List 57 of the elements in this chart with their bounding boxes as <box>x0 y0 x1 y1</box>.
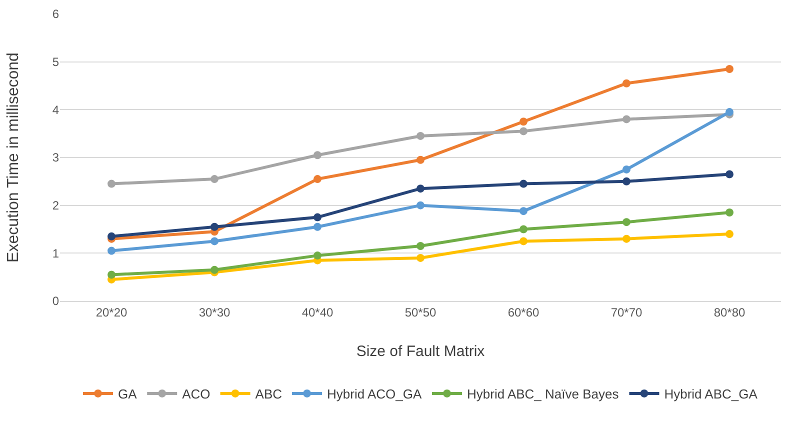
point <box>520 237 528 246</box>
legend-label: ACO <box>182 386 210 402</box>
point <box>416 132 424 140</box>
point <box>726 170 734 178</box>
point <box>314 252 322 260</box>
legend-label: ABC <box>255 386 282 402</box>
point <box>416 201 424 210</box>
point <box>210 222 218 231</box>
point <box>520 225 528 234</box>
point <box>520 127 528 136</box>
point <box>726 230 734 238</box>
point <box>416 254 424 262</box>
point <box>520 207 528 216</box>
x-tick-label: 30*30 <box>198 305 231 320</box>
y-tick-label: 4 <box>52 102 60 117</box>
point <box>726 208 734 217</box>
legend-label: Hybrid ACO_GA <box>327 386 422 402</box>
point <box>416 156 424 164</box>
point <box>622 115 630 124</box>
point <box>108 246 116 255</box>
point <box>108 180 116 188</box>
point <box>210 266 218 274</box>
point <box>416 242 424 250</box>
x-tick-label: 80*80 <box>714 305 746 320</box>
point <box>210 237 218 246</box>
x-tick-label: 70*70 <box>610 305 643 320</box>
y-tick-label: 0 <box>52 294 60 308</box>
point <box>520 118 528 126</box>
x-axis-title: Size of Fault Matrix <box>356 343 486 360</box>
y-tick-label: 1 <box>52 246 60 260</box>
point <box>210 175 218 184</box>
y-tick-label: 5 <box>52 55 60 70</box>
x-tick-label: 60*60 <box>508 305 540 320</box>
point <box>622 79 630 88</box>
point <box>622 234 630 243</box>
point <box>622 177 630 186</box>
point <box>314 151 322 160</box>
point <box>108 232 116 240</box>
point <box>622 218 630 226</box>
point <box>108 270 116 279</box>
point <box>314 222 322 231</box>
legend-label: GA <box>118 386 138 402</box>
y-tick-label: 3 <box>52 150 60 165</box>
legend-label: Hybrid ABC_ Naïve Bayes <box>466 386 620 402</box>
x-tick-label: 50*50 <box>404 305 437 320</box>
point <box>622 165 630 174</box>
legend-label: Hybrid ABC_GA <box>664 386 758 402</box>
point <box>314 213 322 222</box>
point <box>314 175 322 184</box>
y-tick-label: 2 <box>52 198 60 213</box>
y-tick-label: 6 <box>52 7 60 22</box>
point <box>416 184 424 193</box>
x-tick-label: 20*20 <box>96 305 128 320</box>
point <box>520 180 528 188</box>
point <box>726 65 734 74</box>
y-axis-title: Execution Time in millisecond <box>5 52 22 262</box>
x-tick-label: 40*40 <box>302 305 334 320</box>
